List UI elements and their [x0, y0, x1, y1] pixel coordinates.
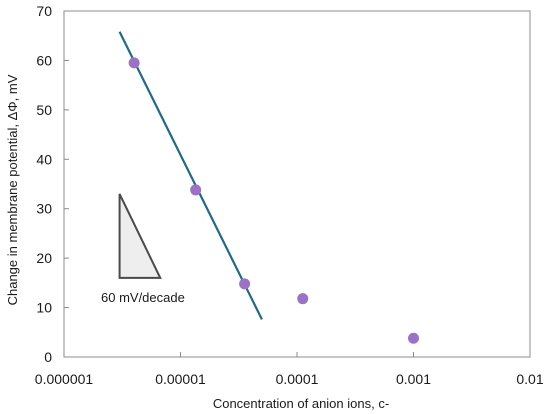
y-tick-label: 70 [36, 3, 52, 19]
x-tick-label: 0.001 [396, 371, 431, 387]
y-tick-label: 0 [44, 349, 52, 365]
y-tick-label: 30 [36, 201, 52, 217]
data-point [297, 293, 309, 305]
y-tick-label: 50 [36, 102, 52, 118]
x-axis-title: Concentration of anion ions, c- [213, 396, 389, 411]
slope-triangle [118, 193, 162, 279]
y-tick-label: 60 [36, 52, 52, 68]
data-point [190, 184, 202, 196]
fit-line [118, 31, 263, 320]
slope-triangle-label: 60 mV/decade [101, 290, 185, 305]
y-tick-label: 40 [36, 151, 52, 167]
y-tick-label: 20 [36, 250, 52, 266]
x-tick-label: 0.000001 [35, 371, 94, 387]
x-tick-label: 0.00001 [155, 371, 206, 387]
y-axis-title: Change in membrane potential, ΔΦ, mV [5, 74, 20, 305]
plot-area: 0 10 20 30 40 50 60 70 0.000001 0.00001 0.0001 0.00… [35, 3, 544, 387]
x-tick-label: 0.0001 [276, 371, 319, 387]
y-tick-label: 10 [36, 300, 52, 316]
data-point [239, 278, 251, 290]
x-tick-label: 0.01 [516, 371, 543, 387]
data-point [408, 332, 419, 344]
data-point [128, 57, 140, 69]
